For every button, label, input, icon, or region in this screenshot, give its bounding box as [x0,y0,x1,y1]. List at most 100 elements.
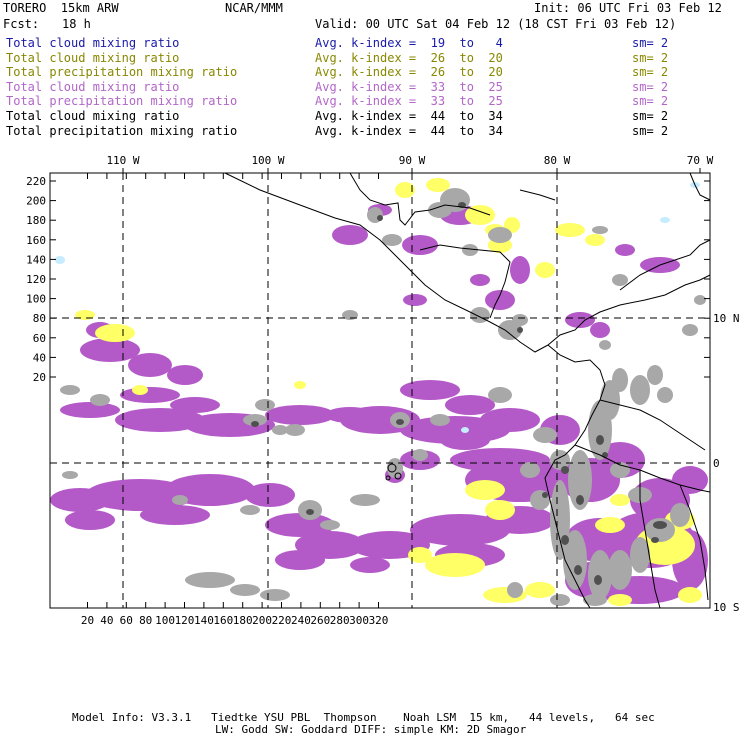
purple-cloud-patch [400,380,460,400]
dark-cloud-core [596,435,604,445]
purple-cloud-patch [440,430,490,450]
gray-cloud-patch [488,387,512,403]
purple-cloud-patch [167,365,203,385]
y-tick-label: 20 [33,371,46,384]
lat-lon-grid [50,173,710,608]
forecast-hour: 18 h [62,17,91,31]
purple-cloud-patch [403,294,427,306]
yellow-cloud-patch [504,217,520,233]
purple-cloud-patch [120,387,180,403]
gray-cloud-patch [285,424,305,436]
gray-cloud-patch [512,314,528,326]
gray-cloud-patch [60,385,80,395]
purple-cloud-patch [170,397,220,413]
yellow-cloud-patch [95,324,135,342]
island-outline [387,463,397,473]
lat-label: 0 [713,457,720,470]
gray-cloud-patch [172,495,188,505]
gray-cloud-patch [533,427,557,443]
gray-cloud-patch [462,244,478,256]
y-tick-label: 100 [26,293,46,306]
gray-cloud-patch [599,340,611,350]
purple-cloud-patch [565,312,595,328]
gray-cloud-patch [657,387,673,403]
yellow-cloud-patch [525,582,555,598]
lon-label: 100 W [251,154,284,167]
x-tick-label: 200 [252,614,272,627]
gray-cloud-patch [240,505,260,515]
coastline [679,484,709,601]
purple-cloud-patch [275,550,325,570]
dark-cloud-core [377,215,383,221]
yellow-cloud-patch [425,553,485,577]
legend-field: Total cloud mixing ratio [6,79,180,94]
dark-cloud-core [517,327,523,333]
x-tick-label: 120 [175,614,195,627]
legend-kindex: Avg. k-index = 26 to 20 [315,50,503,65]
yellow-cloud-patch [585,234,605,246]
yellow-cloud-patch [595,517,625,533]
yellow-cloud-patch [465,480,505,500]
dark-cloud-core [561,466,569,474]
x-tick-label: 220 [272,614,292,627]
yellow-cloud-patch [485,500,515,520]
yellow-cloud-patch [608,594,632,606]
legend-field: Total cloud mixing ratio [6,50,180,65]
x-tick-label: 280 [330,614,350,627]
purple-cloud-patch [510,256,530,284]
y-tick-label: 120 [26,273,46,286]
blue-cloud-patch [660,217,670,223]
yellow-cloud-patch [610,494,630,506]
island-outline [394,472,402,480]
purple-cloud-patch [332,225,368,245]
coastline [224,172,549,353]
legend-kindex: Avg. k-index = 33 to 25 [315,79,503,94]
x-tick-label: 160 [213,614,233,627]
dark-cloud-core [576,495,584,505]
gray-cloud-patch [382,234,402,246]
dark-cloud-core [574,565,582,575]
gray-cloud-patch [610,462,630,478]
y-tick-label: 220 [26,175,46,188]
dark-cloud-core [542,492,548,498]
cloud-fields [50,178,708,606]
legend-kindex: Avg. k-index = 19 to 4 [315,36,503,50]
purple-cloud-patch [590,322,610,338]
yellow-cloud-patch [426,178,450,192]
legend-field: Total precipitation mixing ratio [6,65,238,80]
gray-cloud-patch [592,226,608,234]
init-time: Init: 06 UTC Fri 03 Feb 12 [534,1,722,15]
lat-label: 10 N [713,312,740,325]
blue-cloud-patch [461,427,469,433]
x-tick-label: 320 [369,614,389,627]
legend-field: Total precipitation mixing ratio [6,94,238,109]
legend-kindex: Avg. k-index = 33 to 25 [315,94,503,109]
yellow-cloud-patch [294,381,306,389]
dark-cloud-core [653,521,667,529]
gray-cloud-patch [600,380,620,420]
gray-cloud-patch [612,368,628,392]
purple-cloud-patch [485,290,515,310]
lat-label: 10 S [713,601,740,614]
gray-cloud-patch [230,584,260,596]
gray-cloud-patch [630,375,650,405]
gray-cloud-patch [583,594,607,606]
island-outline [385,475,391,481]
coastline [349,172,491,226]
coastline [599,399,706,451]
legend-sm: sm= 2 [632,123,669,138]
legend-sm: sm= 2 [632,79,669,94]
purple-cloud-patch [245,483,295,507]
lon-label: 110 W [106,154,139,167]
purple-cloud-patch [65,510,115,530]
gray-cloud-patch [682,324,698,336]
legend-sm: sm= 2 [632,50,669,65]
y-tick-label: 180 [26,214,46,227]
coastline [419,244,511,319]
yellow-cloud-patch [555,223,585,237]
x-tick-label: 240 [291,614,311,627]
lon-label: 80 W [544,154,571,167]
purple-cloud-patch [165,474,255,506]
